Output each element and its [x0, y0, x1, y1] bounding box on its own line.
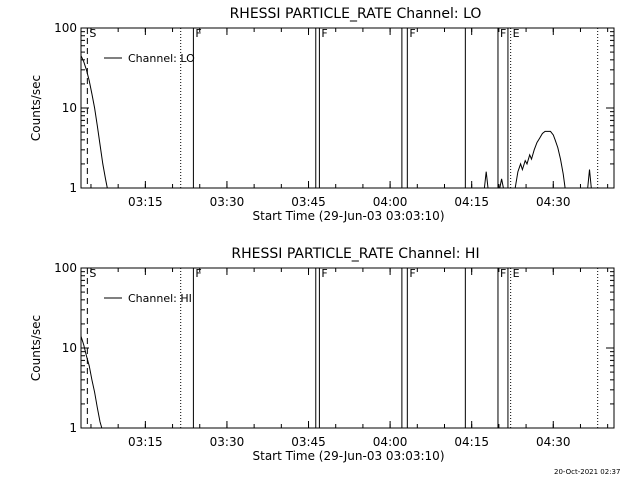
x-tick-label: 03:30 — [210, 195, 245, 209]
flag-marker-label: S — [89, 27, 96, 40]
x-tick-label: 04:30 — [536, 195, 571, 209]
x-tick-label: 04:00 — [373, 195, 408, 209]
data-series-line — [514, 130, 566, 189]
chart-title: RHESSI PARTICLE_RATE Channel: LO — [230, 6, 482, 22]
x-tick-label: 04:00 — [373, 435, 408, 449]
flag-marker-label: F — [409, 27, 415, 40]
data-series-line — [499, 178, 504, 189]
hi-channel-panel: RHESSI PARTICLE_RATE Channel: HI 1 10 100 Co… — [29, 246, 615, 463]
flag-marker-label: E — [513, 267, 520, 280]
flag-marker-label: E — [513, 27, 520, 40]
x-tick-label: 03:15 — [128, 195, 163, 209]
flag-marker-label: F — [321, 27, 327, 40]
flag-marker-label: F — [195, 27, 201, 40]
flag-marker-label: F — [409, 267, 415, 280]
flag-marker-label: S — [89, 267, 96, 280]
y-tick-label: 100 — [54, 261, 77, 275]
legend-entry: Channel: HI — [128, 292, 192, 305]
chart-title: RHESSI PARTICLE_RATE Channel: HI — [231, 246, 479, 262]
x-axis-label: Start Time (29-Jun-03 03:03:10) — [253, 209, 445, 223]
footer-timestamp: 20-Oct-2021 02:37 — [554, 468, 620, 476]
x-tick-label: 03:45 — [291, 435, 326, 449]
data-series-line — [587, 169, 592, 189]
flag-marker-label: F — [500, 27, 506, 40]
y-tick-label: 1 — [69, 181, 77, 195]
x-tick-label: 03:30 — [210, 435, 245, 449]
y-tick-label: 10 — [62, 341, 77, 355]
data-series-line — [483, 171, 489, 189]
lo-channel-panel: RHESSI PARTICLE_RATE Channel: LO 1 10 100 Co… — [29, 6, 615, 223]
flag-marker-label: F — [195, 267, 201, 280]
y-axis-label: Counts/sec — [29, 75, 43, 141]
x-tick-label: 04:15 — [454, 435, 489, 449]
x-tick-label: 03:15 — [128, 435, 163, 449]
x-tick-label: 04:30 — [536, 435, 571, 449]
x-axis-label: Start Time (29-Jun-03 03:03:10) — [253, 449, 445, 463]
x-tick-label: 03:45 — [291, 195, 326, 209]
data-series-line — [80, 55, 108, 189]
legend-entry: Channel: LO — [128, 52, 195, 65]
y-tick-label: 1 — [69, 421, 77, 435]
flag-marker-label: F — [321, 267, 327, 280]
y-tick-label: 10 — [62, 101, 77, 115]
data-series-line — [80, 336, 103, 429]
flag-marker-label: F — [500, 267, 506, 280]
y-axis-label: Counts/sec — [29, 315, 43, 381]
x-tick-label: 04:15 — [454, 195, 489, 209]
y-tick-label: 100 — [54, 21, 77, 35]
